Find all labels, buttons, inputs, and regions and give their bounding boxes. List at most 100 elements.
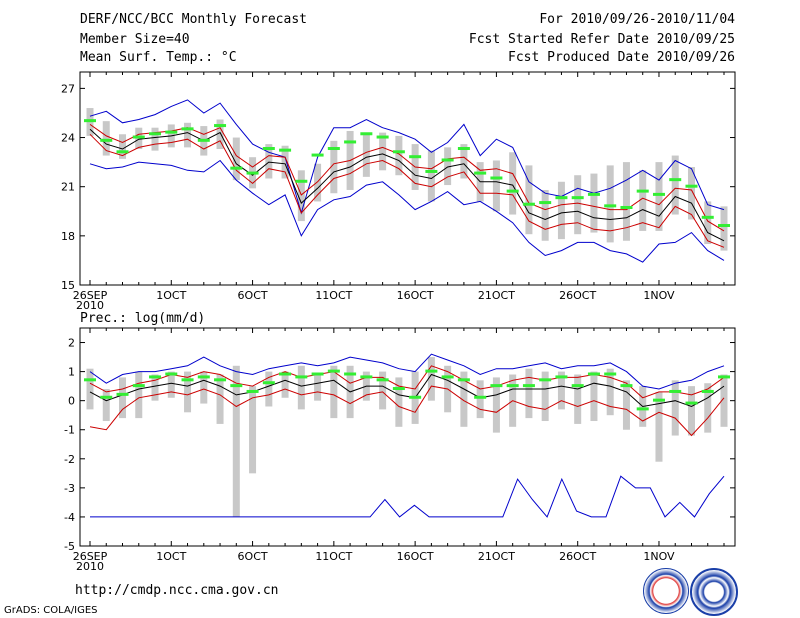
temp-median-mark xyxy=(718,224,730,228)
temp-median-mark xyxy=(197,138,210,142)
temp-spread-box xyxy=(281,145,289,179)
temp-spread-box xyxy=(151,127,159,151)
prec-max-line xyxy=(89,353,725,390)
prec-spread-box xyxy=(427,357,435,401)
prec-spread-box xyxy=(232,365,240,517)
prec-ytick-label: -4 xyxy=(64,511,75,524)
prec-spread-box xyxy=(86,368,94,410)
prec-median-mark xyxy=(279,372,292,376)
chart-title: DERF/NCC/BCC Monthly Forecast xyxy=(80,12,307,27)
prec-xtick-label: 6OCT xyxy=(238,550,268,563)
temp-spread-box xyxy=(639,170,647,231)
prec-median-mark xyxy=(197,375,210,379)
prec-median-mark xyxy=(718,375,730,379)
prec-median-mark xyxy=(685,401,698,405)
prec-median-mark xyxy=(555,375,568,379)
prec-spread-box xyxy=(314,374,322,401)
temp-ytick-label: 27 xyxy=(61,82,75,95)
prec-xtick-label: 11OCT xyxy=(315,550,352,563)
prec-spread-box xyxy=(330,365,338,419)
prec-median-mark xyxy=(295,375,308,379)
prec-spread-box xyxy=(492,377,500,433)
temp-median-mark xyxy=(522,202,535,206)
temp-median-mark xyxy=(636,189,649,193)
temp-min-line xyxy=(89,159,725,263)
temp-ytick-label: 21 xyxy=(61,181,75,194)
temp-median-mark xyxy=(311,153,324,157)
temp-median-mark xyxy=(344,140,357,144)
prec-spread-box xyxy=(606,368,614,416)
temp-median-mark xyxy=(652,192,665,196)
temp-xtick-label: 6OCT xyxy=(238,289,268,302)
temp-spread-box xyxy=(232,137,240,181)
prec-median-mark xyxy=(409,395,422,399)
temp-median-mark xyxy=(571,196,584,200)
prec-spread-box xyxy=(135,371,143,419)
prec-spread-box xyxy=(476,380,484,419)
temp-spread-box xyxy=(265,144,273,179)
prec-median-mark xyxy=(571,384,584,388)
prec-xtick-label: 21OCT xyxy=(478,550,515,563)
prec-median-mark xyxy=(116,392,129,396)
temp-spread-box xyxy=(444,147,452,186)
temp-median-mark xyxy=(425,169,438,173)
prec-spread-box xyxy=(655,391,663,462)
temp-spread-box xyxy=(655,162,663,231)
temp-spread-box xyxy=(362,132,370,177)
prec-median-mark xyxy=(344,372,357,376)
temp-median-mark xyxy=(506,189,519,193)
prec-spread-box xyxy=(297,365,305,410)
temp-xtick-label: 26OCT xyxy=(559,289,596,302)
prec-spread-box xyxy=(704,383,712,433)
temp-spread-box xyxy=(119,134,127,159)
temp-spread-box xyxy=(395,135,403,176)
prec-ytick-label: -1 xyxy=(64,424,75,437)
prec-spread-box xyxy=(151,374,159,401)
temp-median-mark xyxy=(360,132,373,136)
prec-median-mark xyxy=(311,372,324,376)
temp-median-mark xyxy=(132,135,145,139)
prec-median-mark xyxy=(587,372,600,376)
temp-spread-box xyxy=(216,119,224,150)
prec-median-mark xyxy=(392,387,405,391)
temp-spread-box xyxy=(184,122,192,148)
prec-median-mark xyxy=(165,372,178,376)
temp-spread-box xyxy=(314,163,322,202)
prec-spread-box xyxy=(622,380,630,430)
temp-median-mark xyxy=(539,201,552,205)
prec-median-mark xyxy=(474,395,487,399)
temp-spread-box xyxy=(557,181,565,240)
temp-median-mark xyxy=(441,158,454,162)
prec-median-mark xyxy=(181,378,194,382)
temp-median-mark xyxy=(149,132,162,136)
temp-spread-box xyxy=(606,165,614,243)
temp-spread-box xyxy=(720,206,728,251)
prec-spread-box xyxy=(249,386,257,474)
temp-median-mark xyxy=(376,135,389,139)
temp-median-mark xyxy=(685,184,698,188)
forecast-produced-date: Fcst Produced Date 2010/09/26 xyxy=(508,50,735,65)
temp-median-mark xyxy=(262,147,275,151)
prec-spread-box xyxy=(167,371,175,398)
prec-median-mark xyxy=(522,384,535,388)
prec-mean-line xyxy=(89,373,725,408)
temp-spread-box xyxy=(671,155,679,215)
prec-xtick-label: 26SEP xyxy=(73,550,108,563)
prec-median-mark xyxy=(360,375,373,379)
temp-xtick-year: 2010 xyxy=(76,299,104,312)
prec-spread-box xyxy=(265,371,273,407)
prec-spread-box xyxy=(687,386,695,436)
temp-spread-box xyxy=(492,160,500,212)
bcc-logo xyxy=(643,568,689,614)
member-size: Member Size=40 xyxy=(80,32,190,47)
temp-frame xyxy=(79,71,736,286)
source-url[interactable]: http://cmdp.ncc.cma.gov.cn xyxy=(75,583,279,598)
prec-median-mark xyxy=(620,384,633,388)
temp-spread-box xyxy=(379,132,387,171)
temp-xtick-label: 1OCT xyxy=(156,289,186,302)
prec-title: Prec.: log(mm/d) xyxy=(80,311,205,326)
temp-max-line xyxy=(89,99,725,215)
prec-median-mark xyxy=(652,398,665,402)
prec-spread-box xyxy=(720,374,728,427)
prec-spread-box xyxy=(395,377,403,427)
